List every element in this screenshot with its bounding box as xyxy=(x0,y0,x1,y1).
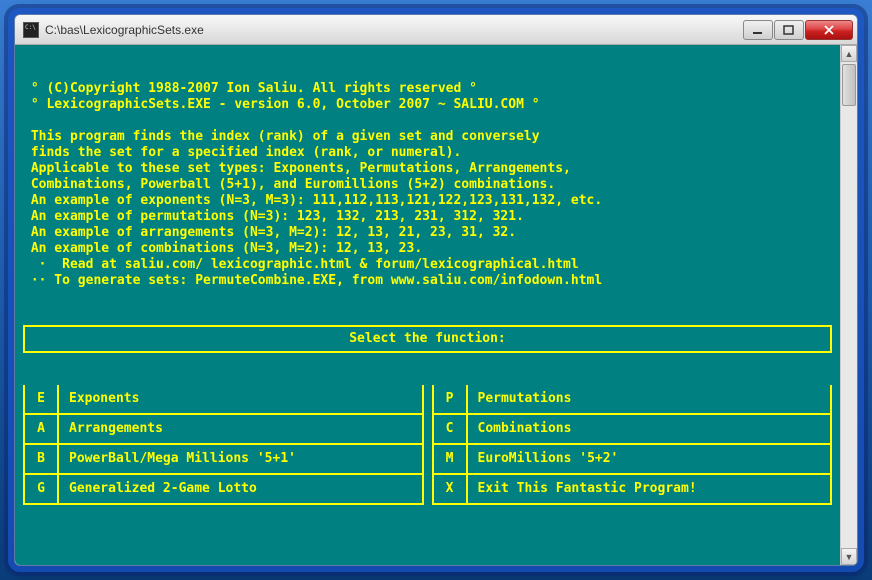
menu-row: EExponents PPermutations xyxy=(23,385,832,415)
menu-key[interactable]: E xyxy=(23,385,59,415)
console-header-text: ° (C)Copyright 1988-2007 Ion Saliu. All … xyxy=(23,81,832,289)
scroll-up-button[interactable]: ▲ xyxy=(841,45,857,62)
menu-row: GGeneralized 2-Game Lotto XExit This Fant… xyxy=(23,475,832,505)
scroll-thumb[interactable] xyxy=(842,64,856,106)
menu-label: EuroMillions '5+2' xyxy=(468,445,833,475)
menu-key[interactable]: M xyxy=(432,445,468,475)
menu-label: PowerBall/Mega Millions '5+1' xyxy=(59,445,424,475)
menu-label: Arrangements xyxy=(59,415,424,445)
scroll-down-button[interactable]: ▼ xyxy=(841,548,857,565)
menu-row: AArrangements CCombinations xyxy=(23,415,832,445)
menu-key[interactable]: X xyxy=(432,475,468,505)
close-button[interactable] xyxy=(805,20,853,40)
titlebar[interactable]: C:\bas\LexicographicSets.exe xyxy=(15,15,857,45)
menu-label: Combinations xyxy=(468,415,833,445)
window-controls xyxy=(743,20,853,40)
menu-title: Select the function: xyxy=(23,325,832,353)
menu-table: EExponents PPermutations AArrangements CCom… xyxy=(23,385,832,505)
menu-key[interactable]: P xyxy=(432,385,468,415)
menu-label: Exponents xyxy=(59,385,424,415)
menu-label: Exit This Fantastic Program! xyxy=(468,475,833,505)
menu-key[interactable]: A xyxy=(23,415,59,445)
minimize-button[interactable] xyxy=(743,20,773,40)
menu-row: BPowerBall/Mega Millions '5+1' MEuroMilli… xyxy=(23,445,832,475)
menu-key[interactable]: B xyxy=(23,445,59,475)
menu-label: Generalized 2-Game Lotto xyxy=(59,475,424,505)
console-area: ° (C)Copyright 1988-2007 Ion Saliu. All … xyxy=(15,45,857,565)
maximize-button[interactable] xyxy=(774,20,804,40)
menu-label: Permutations xyxy=(468,385,833,415)
menu-key[interactable]: C xyxy=(432,415,468,445)
scroll-track[interactable] xyxy=(841,62,857,548)
app-window: C:\bas\LexicographicSets.exe ° (C)Copyri… xyxy=(14,14,858,566)
vertical-scrollbar[interactable]: ▲ ▼ xyxy=(840,45,857,565)
window-title: C:\bas\LexicographicSets.exe xyxy=(45,23,743,37)
menu-key[interactable]: G xyxy=(23,475,59,505)
console-output: ° (C)Copyright 1988-2007 Ion Saliu. All … xyxy=(15,45,840,565)
app-icon xyxy=(23,22,39,38)
